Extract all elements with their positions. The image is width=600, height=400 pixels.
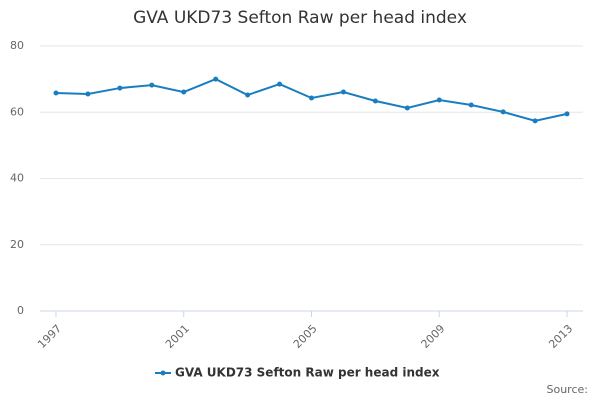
x-tick-label: 2005 bbox=[291, 322, 320, 351]
point bbox=[245, 92, 251, 98]
point bbox=[53, 90, 59, 96]
point bbox=[181, 89, 187, 95]
y-tick-label: 20 bbox=[10, 238, 24, 251]
point bbox=[404, 105, 410, 111]
point bbox=[372, 98, 378, 104]
y-tick-label: 40 bbox=[10, 172, 24, 185]
point bbox=[277, 81, 283, 87]
point bbox=[500, 109, 506, 115]
x-tick-label: 2009 bbox=[419, 322, 448, 351]
legend-marker bbox=[160, 370, 166, 376]
point bbox=[340, 89, 346, 95]
point bbox=[468, 102, 474, 108]
point bbox=[532, 118, 538, 124]
point bbox=[117, 85, 123, 91]
y-tick-label: 60 bbox=[10, 105, 24, 118]
y-tick-label: 80 bbox=[10, 39, 24, 52]
x-tick-label: 2013 bbox=[546, 322, 575, 351]
point bbox=[213, 76, 219, 82]
legend-label: GVA UKD73 Sefton Raw per head index bbox=[175, 366, 440, 380]
y-tick-label: 0 bbox=[17, 304, 24, 317]
chart-title: GVA UKD73 Sefton Raw per head index bbox=[133, 8, 467, 28]
x-tick-label: 2001 bbox=[163, 322, 192, 351]
point bbox=[149, 82, 155, 88]
point bbox=[436, 97, 442, 103]
x-tick-label: 1997 bbox=[35, 322, 64, 351]
point bbox=[85, 91, 91, 97]
point bbox=[309, 95, 314, 101]
source: Source: bbox=[547, 383, 589, 396]
point bbox=[564, 111, 570, 117]
